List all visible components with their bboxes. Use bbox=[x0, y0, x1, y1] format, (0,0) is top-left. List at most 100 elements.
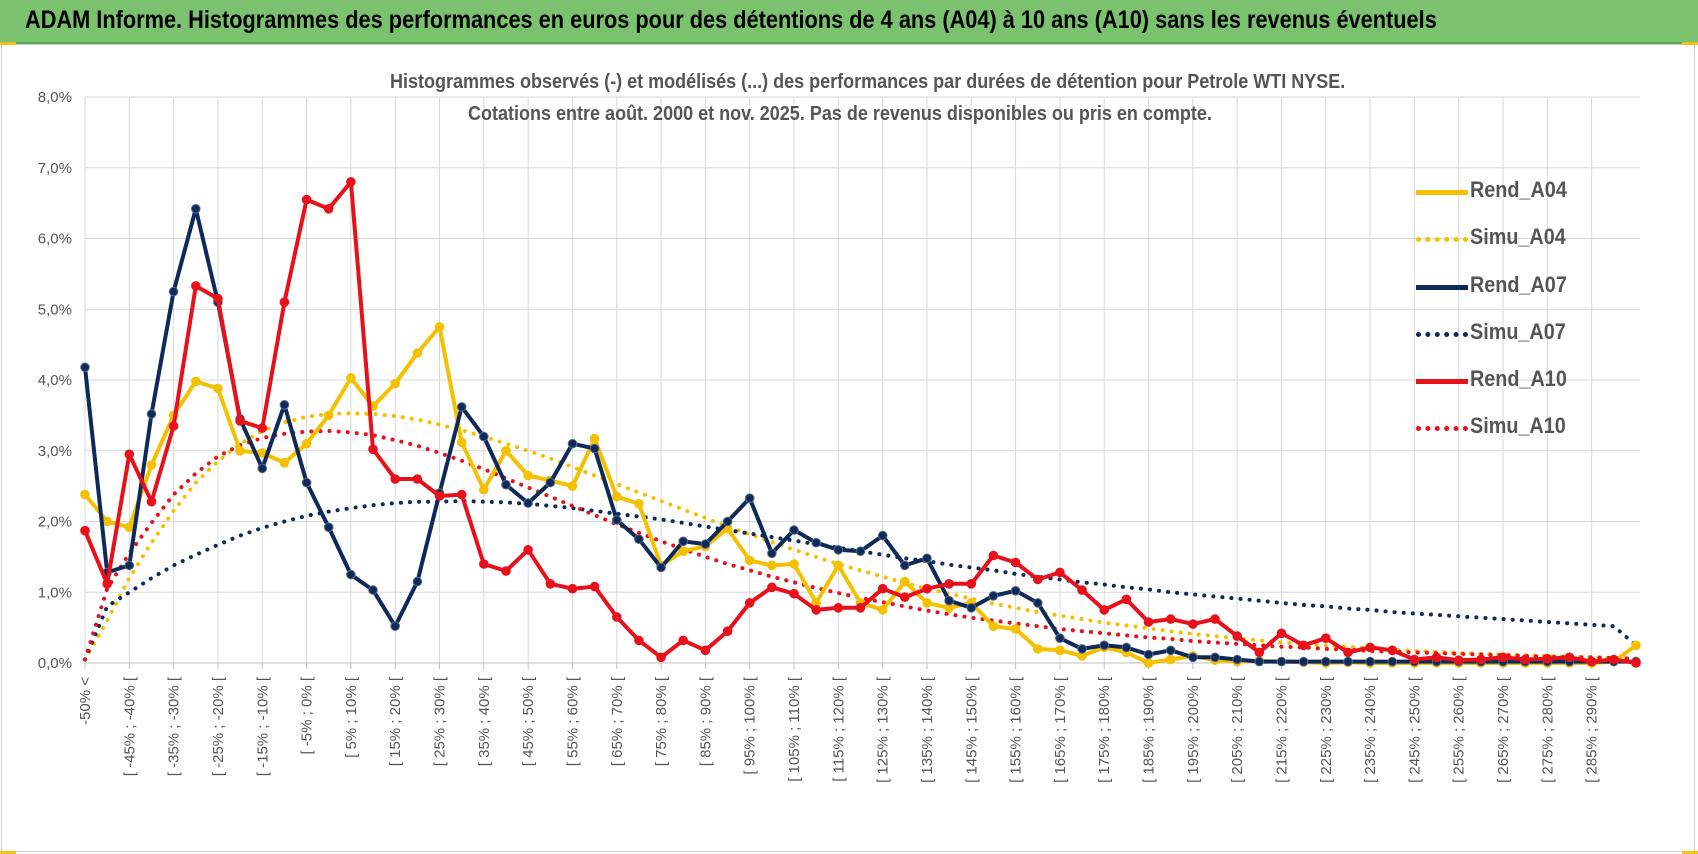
data-point bbox=[323, 410, 334, 421]
x-tick-label: [ 245% ; 250% [ bbox=[1406, 676, 1423, 783]
data-point bbox=[811, 537, 822, 548]
data-point bbox=[168, 421, 179, 431]
data-point bbox=[368, 444, 378, 455]
data-point bbox=[390, 378, 401, 389]
data-point bbox=[102, 579, 112, 589]
x-tick-label: [ -45% ; -40% [ bbox=[121, 676, 138, 776]
x-tick-label: [ 45% ; 50% [ bbox=[520, 676, 537, 766]
legend-label: Simu_A07 bbox=[1470, 319, 1566, 344]
data-point bbox=[301, 194, 312, 205]
data-point bbox=[1055, 633, 1065, 644]
data-point bbox=[1143, 617, 1154, 627]
data-point bbox=[1165, 654, 1176, 665]
data-point bbox=[1431, 652, 1442, 663]
x-tick-label: [ 215% ; 220% [ bbox=[1273, 676, 1290, 783]
y-tick-label: 5,0% bbox=[38, 301, 72, 318]
data-point bbox=[700, 539, 711, 549]
data-point bbox=[412, 474, 423, 484]
data-point bbox=[1298, 640, 1309, 651]
data-point bbox=[1188, 652, 1198, 663]
data-point bbox=[833, 560, 844, 571]
series-line-simu-a10 bbox=[83, 428, 1638, 662]
data-point bbox=[1631, 640, 1641, 651]
data-point bbox=[545, 579, 556, 589]
legend-item-simu-a10[interactable]: Simu_A10 bbox=[1416, 411, 1636, 443]
data-point bbox=[1609, 654, 1619, 665]
x-tick-label: [ -35% ; -30% [ bbox=[166, 676, 183, 776]
data-point bbox=[922, 583, 932, 594]
data-point bbox=[922, 553, 932, 564]
data-point bbox=[1365, 656, 1375, 667]
data-point bbox=[213, 383, 223, 394]
legend-item-simu-a04[interactable]: Simu_A04 bbox=[1416, 222, 1636, 254]
legend-item-rend-a10[interactable]: Rend_A10 bbox=[1416, 364, 1636, 396]
x-tick-label: [ -25% ; -20% [ bbox=[210, 676, 227, 776]
data-point bbox=[501, 479, 511, 490]
data-point bbox=[789, 525, 799, 535]
data-point bbox=[1276, 628, 1287, 639]
data-point bbox=[1055, 567, 1065, 578]
data-point bbox=[1055, 645, 1065, 656]
x-tick-label: [ 235% ; 240% [ bbox=[1362, 676, 1379, 783]
data-point bbox=[1387, 656, 1398, 667]
data-point bbox=[567, 583, 578, 594]
data-point bbox=[279, 297, 290, 308]
corner-mark bbox=[0, 851, 16, 854]
data-point bbox=[1409, 654, 1420, 665]
legend-item-simu-a07[interactable]: Simu_A07 bbox=[1416, 317, 1636, 349]
series-line-simu-a07 bbox=[83, 498, 1638, 662]
data-point bbox=[124, 560, 135, 571]
y-tick-label: 4,0% bbox=[38, 372, 72, 389]
data-point bbox=[744, 555, 755, 566]
legend-label: Rend_A07 bbox=[1470, 272, 1567, 297]
x-tick-label: [ 15% ; 20% [ bbox=[387, 676, 404, 766]
data-point bbox=[80, 489, 90, 500]
data-point bbox=[1010, 557, 1021, 568]
y-tick-label: 3,0% bbox=[38, 443, 72, 460]
data-point bbox=[1188, 619, 1198, 629]
x-tick-label: [ 125% ; 130% [ bbox=[875, 676, 892, 783]
legend-label: Rend_A10 bbox=[1470, 366, 1567, 391]
data-point bbox=[1343, 656, 1353, 667]
x-tick-label: [ 165% ; 170% [ bbox=[1052, 676, 1069, 783]
x-tick-label: [ 85% ; 90% [ bbox=[697, 676, 714, 766]
chart-title: Histogrammes observés (-) et modélisés (… bbox=[340, 66, 1345, 130]
data-point bbox=[434, 322, 445, 332]
data-point bbox=[833, 545, 844, 555]
legend-label: Simu_A10 bbox=[1470, 413, 1566, 438]
data-point bbox=[922, 598, 932, 608]
data-point bbox=[744, 493, 755, 504]
data-point bbox=[877, 605, 888, 615]
x-tick-label: [ 205% ; 210% [ bbox=[1229, 676, 1246, 783]
data-point bbox=[722, 626, 733, 637]
legend-item-rend-a04[interactable]: Rend_A04 bbox=[1416, 175, 1636, 207]
data-point bbox=[390, 621, 401, 632]
x-tick-label: [ 175% ; 180% [ bbox=[1096, 676, 1113, 783]
data-point bbox=[456, 402, 467, 412]
legend-swatch bbox=[1416, 237, 1468, 242]
data-point bbox=[612, 515, 622, 525]
data-point bbox=[1232, 631, 1242, 641]
data-point bbox=[1077, 585, 1087, 595]
data-point bbox=[279, 400, 290, 410]
data-point bbox=[523, 545, 533, 555]
x-tick-label: [ 35% ; 40% [ bbox=[476, 676, 493, 766]
legend-item-rend-a07[interactable]: Rend_A07 bbox=[1416, 270, 1636, 302]
data-point bbox=[1010, 586, 1021, 596]
data-point bbox=[877, 583, 888, 594]
data-point bbox=[146, 409, 157, 419]
data-point bbox=[102, 516, 112, 527]
data-point bbox=[235, 446, 245, 456]
data-point bbox=[789, 588, 799, 599]
data-point bbox=[257, 423, 268, 433]
legend-swatch bbox=[1416, 190, 1468, 195]
x-tick-label: [ 145% ; 150% [ bbox=[963, 676, 980, 783]
data-point bbox=[1254, 656, 1265, 667]
y-tick-label: 6,0% bbox=[38, 231, 72, 248]
data-point bbox=[1564, 652, 1575, 663]
x-tick-label: [ 155% ; 160% [ bbox=[1008, 676, 1025, 783]
data-point bbox=[589, 581, 600, 592]
data-point bbox=[1453, 655, 1464, 666]
data-point bbox=[146, 460, 157, 470]
